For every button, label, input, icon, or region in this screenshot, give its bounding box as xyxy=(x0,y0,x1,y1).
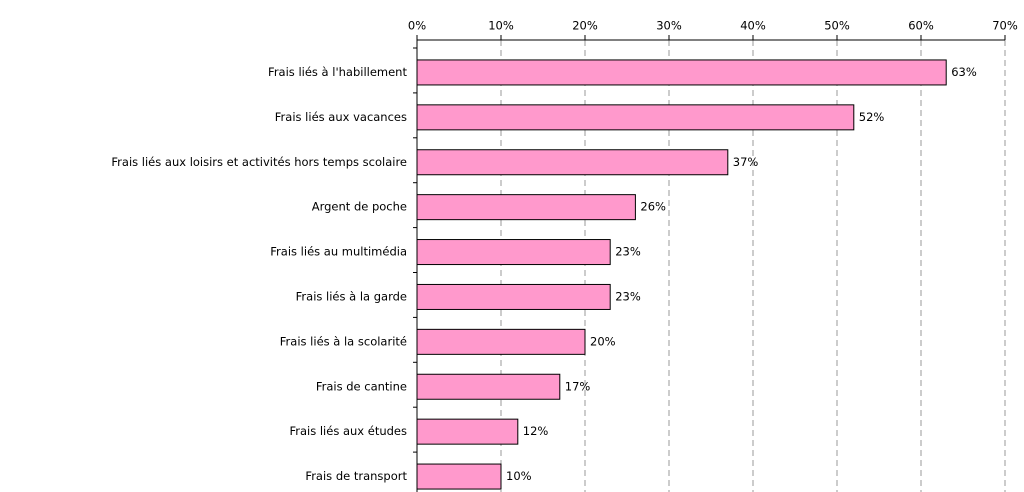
bar xyxy=(416,463,502,490)
data-label: 23% xyxy=(615,245,641,259)
bar xyxy=(416,373,561,400)
y-tick-label: Frais liés à la garde xyxy=(296,289,407,303)
x-tick-label: 30% xyxy=(656,19,682,33)
data-label: 37% xyxy=(733,155,759,169)
data-label: 17% xyxy=(565,379,591,393)
data-label: 20% xyxy=(590,334,616,348)
x-tick-label: 20% xyxy=(572,19,598,33)
bar xyxy=(416,104,855,131)
y-tick-label: Frais liés aux loisirs et activités hors… xyxy=(111,155,407,169)
data-label: 10% xyxy=(506,469,532,483)
bar xyxy=(416,149,729,176)
x-tick-label: 50% xyxy=(824,19,850,33)
x-tick-label: 10% xyxy=(488,19,514,33)
bar xyxy=(416,59,947,86)
bar xyxy=(416,239,611,266)
x-tick-label: 70% xyxy=(992,19,1018,33)
y-tick-label: Frais liés à la scolarité xyxy=(280,334,407,348)
y-tick-label: Argent de poche xyxy=(312,200,407,214)
bar xyxy=(416,194,636,221)
y-tick-label: Frais de cantine xyxy=(316,379,407,393)
y-tick-label: Frais liés à l'habillement xyxy=(268,65,407,79)
x-tick-label: 40% xyxy=(740,19,766,33)
data-label: 12% xyxy=(523,424,549,438)
data-label: 52% xyxy=(859,110,885,124)
y-tick-label: Frais de transport xyxy=(305,469,407,483)
y-tick-label: Frais liés au multimédia xyxy=(270,245,407,259)
x-tick-label: 0% xyxy=(408,19,426,33)
x-tick-label: 60% xyxy=(908,19,934,33)
y-tick-label: Frais liés aux vacances xyxy=(275,110,407,124)
data-label: 63% xyxy=(951,65,977,79)
data-label: 26% xyxy=(640,200,666,214)
bar xyxy=(416,328,586,355)
y-tick-label: Frais liés aux études xyxy=(289,424,407,438)
bar xyxy=(416,283,611,310)
data-label: 23% xyxy=(615,289,641,303)
bar xyxy=(416,418,519,445)
